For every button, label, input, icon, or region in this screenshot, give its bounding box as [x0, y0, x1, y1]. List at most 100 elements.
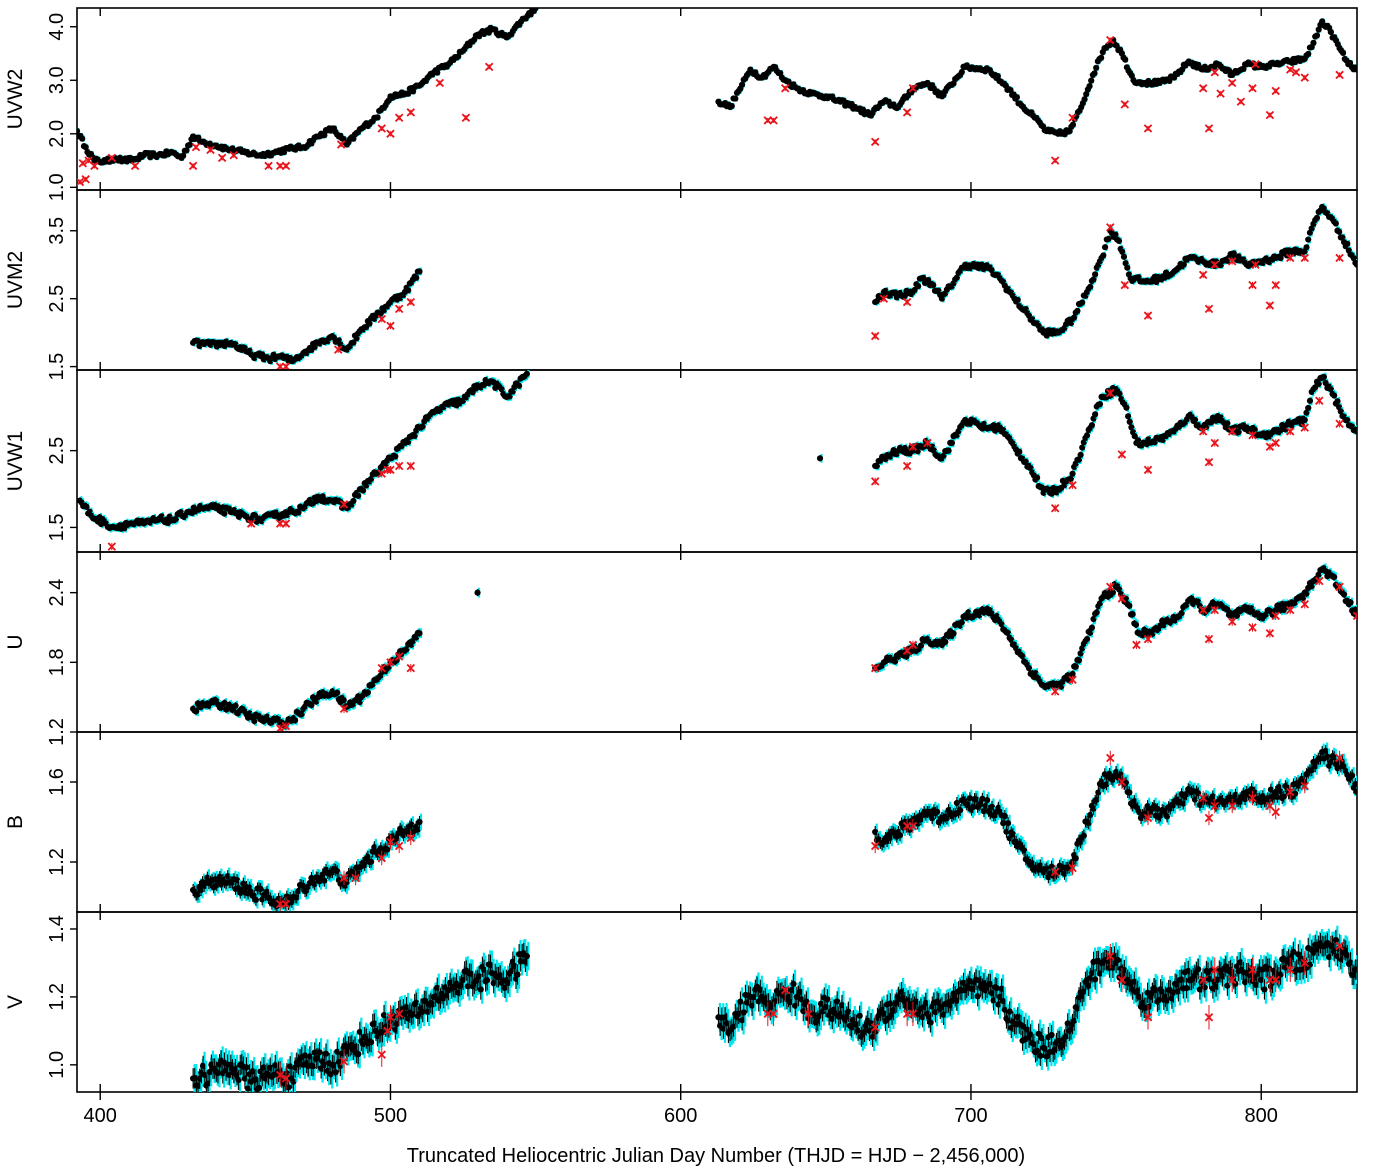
data-point	[1353, 66, 1357, 73]
secondary-point	[377, 314, 386, 324]
panel-ylabel: UVM2	[4, 251, 27, 309]
secondary-point	[394, 304, 404, 314]
panel-ylabel: UVW2	[4, 69, 27, 130]
data-point	[498, 386, 505, 393]
secondary-point	[1204, 124, 1214, 133]
data-point	[1067, 475, 1075, 482]
data-point	[1075, 456, 1083, 463]
data-point	[948, 439, 955, 447]
y-tick-label: 2.5	[46, 437, 68, 465]
data-point	[915, 283, 922, 290]
data-point	[366, 320, 373, 327]
secondary-point	[206, 145, 215, 155]
data-point	[523, 370, 530, 377]
secondary-point	[188, 161, 198, 171]
data-point	[1313, 214, 1321, 221]
data-point	[83, 503, 90, 510]
data-point	[1081, 96, 1088, 103]
secondary-point	[394, 113, 404, 122]
data-point	[1091, 70, 1098, 77]
data-point	[1079, 299, 1086, 306]
secondary-point	[78, 158, 88, 168]
secondary-point	[1143, 311, 1153, 320]
data-point	[405, 90, 412, 97]
secondary-point	[264, 161, 273, 171]
data-point	[1100, 252, 1107, 259]
y-tick-label: 2.5	[46, 285, 68, 313]
data-point	[1224, 420, 1231, 427]
data-point	[350, 497, 357, 505]
data-point	[1043, 332, 1050, 339]
data-point	[1074, 307, 1081, 314]
secondary-point	[1106, 223, 1115, 232]
data-point	[873, 462, 881, 470]
secondary-point	[1265, 110, 1275, 120]
data-point	[1083, 432, 1091, 439]
secondary-point	[1050, 156, 1060, 165]
data-point	[532, 8, 539, 12]
secondary-point	[908, 84, 918, 93]
data-point	[1086, 82, 1093, 90]
data-point	[186, 141, 193, 148]
data-point	[172, 515, 180, 523]
secondary-point	[769, 116, 778, 125]
data-point	[1339, 49, 1347, 56]
data-point	[1092, 271, 1099, 278]
data-point	[1077, 451, 1084, 459]
data-point	[1305, 50, 1312, 58]
data-point	[1315, 26, 1322, 33]
data-point	[413, 274, 420, 281]
data-point	[77, 128, 81, 135]
secondary-point	[902, 108, 912, 117]
data-point	[1119, 248, 1126, 255]
data-point	[374, 114, 381, 121]
secondary-point	[1227, 257, 1237, 266]
secondary-point	[870, 331, 880, 341]
secondary-point	[281, 161, 291, 171]
panel-data	[77, 370, 1357, 551]
secondary-point	[81, 175, 90, 184]
secondary-point	[130, 161, 140, 171]
data-point	[1203, 423, 1210, 430]
data-point	[1079, 444, 1086, 451]
data-point	[945, 447, 952, 454]
data-point	[1069, 121, 1077, 128]
secondary-point	[484, 62, 494, 72]
secondary-point	[406, 297, 416, 307]
data-point	[1098, 54, 1105, 61]
data-point	[1083, 90, 1090, 98]
panel-data	[189, 203, 1357, 370]
data-point	[930, 281, 937, 289]
data-point	[953, 274, 960, 281]
panels-group: 1.02.03.04.0UVW21.52.53.5UVM21.52.5UVW11…	[4, 7, 1358, 1093]
secondary-point	[1286, 253, 1295, 263]
data-point	[515, 382, 523, 389]
data-point	[506, 393, 513, 400]
secondary-point	[1236, 97, 1246, 106]
data-point	[1112, 231, 1119, 238]
secondary-point	[1120, 280, 1130, 290]
data-point	[732, 95, 739, 102]
data-point	[1310, 39, 1317, 46]
secondary-point	[281, 362, 291, 370]
data-point	[1016, 448, 1023, 455]
secondary-point	[1335, 253, 1344, 263]
data-point	[1013, 94, 1020, 101]
secondary-point	[1143, 124, 1153, 133]
secondary-point	[780, 84, 790, 93]
y-tick-label: 3.0	[46, 66, 68, 94]
data-point	[1048, 490, 1055, 497]
data-point	[1336, 228, 1343, 235]
data-point	[405, 438, 412, 445]
y-tick-label: 1.5	[46, 514, 68, 542]
data-point	[79, 135, 86, 142]
data-point	[1344, 240, 1351, 247]
secondary-point	[1248, 84, 1257, 93]
data-point	[434, 69, 441, 76]
secondary-point	[336, 140, 346, 149]
data-point	[1092, 411, 1099, 418]
y-tick-label: 3.5	[46, 217, 68, 245]
data-point	[180, 152, 187, 159]
data-point	[1116, 390, 1123, 397]
